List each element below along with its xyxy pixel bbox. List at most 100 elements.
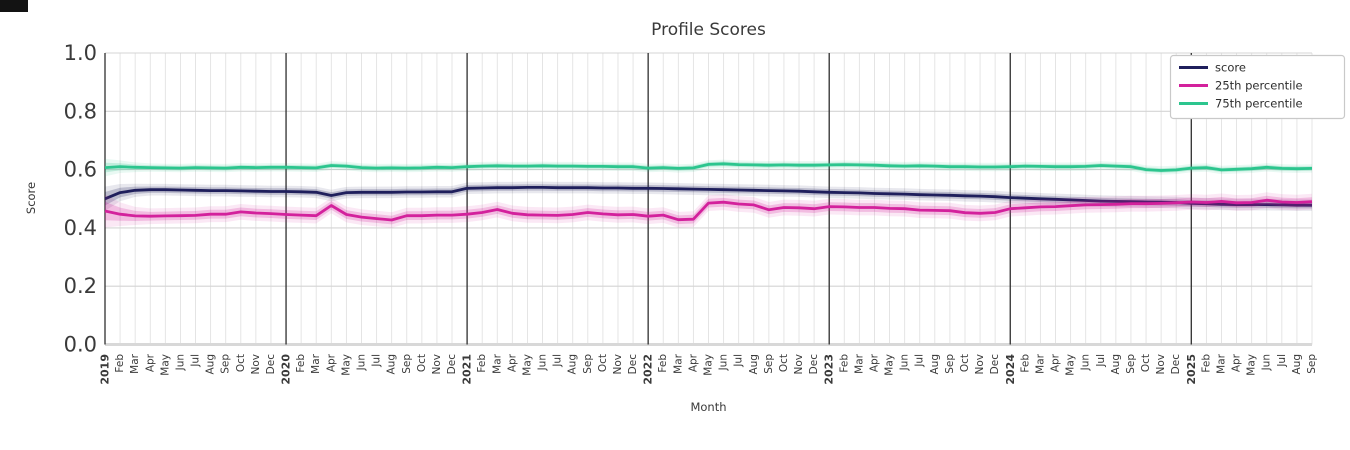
x-tick-label-month: Sep [1306,354,1318,374]
x-tick-label-month: Oct [778,354,790,372]
x-tick-label-month: Oct [959,354,971,372]
x-tick-label-month: Mar [1215,353,1227,373]
series-75th-percentile-line [104,162,1313,172]
x-tick-label-month: Nov [250,354,262,375]
x-tick-label-month: May [884,354,896,376]
x-tick-label-month: Jun [1080,354,1092,371]
x-tick-label-month: Sep [1125,354,1137,374]
x-tick-label-month: Oct [597,354,609,372]
x-tick-label-month: Sep [582,354,594,374]
y-tick-label: 1.0 [64,41,97,65]
x-tick-label-month: Jun [899,354,911,371]
x-tick-label-month: Feb [295,354,307,373]
x-tick-label-month: Jun [174,354,186,371]
x-tick-label-month: Dec [265,354,277,375]
x-tick-label-month: Apr [868,353,880,372]
x-tick-label-month: Feb [1019,354,1031,373]
x-tick-label-month: Sep [220,354,232,374]
x-tick-labels: 2019 Feb Mar Apr May Jun Jul Aug Sep Oct Nov Dec 202… [99,353,1319,384]
x-tick-label-month: Jul [733,354,745,368]
series-25th-percentile-band [105,195,1312,225]
x-tick-label-month: Feb [1200,354,1212,373]
x-tick-label-month: May [521,354,533,376]
x-tick-label-month: Dec [446,354,458,375]
series-score-band [105,181,1312,211]
x-tick-label-month: Sep [401,354,413,374]
x-tick-label-month: Aug [567,354,579,375]
x-tick-label-month: Apr [144,353,156,372]
x-tick-label-month: Jun [355,354,367,371]
x-tick-label-month: Apr [506,353,518,372]
y-tick-labels: 0.0 0.2 0.4 0.6 0.8 1.0 [64,41,97,357]
x-tick-label-month: Feb [657,354,669,373]
x-tick-label-month: Jun [537,354,549,371]
legend-label: score [1215,61,1246,75]
legend-label: 75th percentile [1215,97,1303,111]
legend: score 25th percentile 75th percentile [1169,54,1346,120]
x-tick-label-year: 2025 [1185,354,1198,385]
x-tick-label-month: Mar [1034,353,1046,373]
series-25th-percentile-line [104,198,1313,222]
x-tick-label-month: Nov [793,354,805,375]
series-75th-percentile-band [105,161,1312,173]
x-tick-label-month: Mar [672,353,684,373]
series-25th-percentile-band [105,192,1312,228]
x-tick-label-month: Mar [129,353,141,373]
x-axis-label: Month [690,400,727,414]
x-tick-label-month: Nov [431,354,443,375]
x-tick-label-month: Dec [627,354,639,375]
x-tick-label-month: Jul [190,354,202,368]
x-tick-label-month: Apr [1050,353,1062,372]
x-tick-label-year: 2020 [280,354,293,385]
y-tick-label: 0.6 [64,158,97,182]
x-tick-label-month: Jul [914,354,926,368]
legend-box [1169,54,1346,120]
x-tick-label-year: 2024 [1004,354,1017,385]
y-tick-label: 0.2 [64,274,97,298]
x-tick-label-month: Mar [491,353,503,373]
x-tick-label-month: Jun [718,354,730,371]
x-tick-label-month: Oct [235,354,247,372]
x-tick-label-month: Nov [612,354,624,375]
x-tick-label-month: Jul [1276,354,1288,368]
y-tick-label: 0.0 [64,333,97,357]
chart-title: Profile Scores [651,20,766,40]
y-tick-label: 0.8 [64,99,97,123]
x-tick-label-month: Feb [838,354,850,373]
x-tick-label-month: Aug [748,354,760,375]
x-tick-label-month: Aug [386,354,398,375]
x-tick-label-month: Nov [974,354,986,375]
x-tick-label-month: Nov [1155,354,1167,375]
x-tick-label-month: Aug [1110,354,1122,375]
x-tick-label-month: Oct [416,354,428,372]
x-tick-label-year: 2019 [99,354,112,385]
x-tick-label-month: May [1065,354,1077,376]
x-tick-label-month: Jun [1261,354,1273,371]
series-75th-percentile-band [105,158,1312,177]
x-tick-label-year: 2023 [823,354,836,385]
x-tick-label-month: Mar [310,353,322,373]
x-tick-label-month: Dec [989,354,1001,375]
x-tick-label-year: 2022 [642,354,655,385]
y-gridlines [105,52,1312,346]
x-tick-label-month: Jul [1095,354,1107,368]
x-tick-label-month: Feb [476,354,488,373]
x-tick-label-month: Feb [114,354,126,373]
x-tick-label-month: Apr [1231,353,1243,372]
x-tick-label-year: 2021 [461,354,474,385]
x-tick-label-month: Mar [853,353,865,373]
x-tick-label-month: Apr [687,353,699,372]
x-tick-label-month: Dec [1170,354,1182,375]
series-score-band [105,184,1312,209]
x-tick-label-month: Sep [944,354,956,374]
x-tick-label-month: Jul [552,354,564,368]
x-tick-label-month: Jul [371,354,383,368]
x-tick-label-month: Apr [325,353,337,372]
x-tick-label-month: Aug [1291,354,1303,375]
x-tick-label-month: May [340,354,352,376]
x-tick-label-month: May [159,354,171,376]
x-tick-label-month: May [703,354,715,376]
x-tick-label-month: Aug [205,354,217,375]
